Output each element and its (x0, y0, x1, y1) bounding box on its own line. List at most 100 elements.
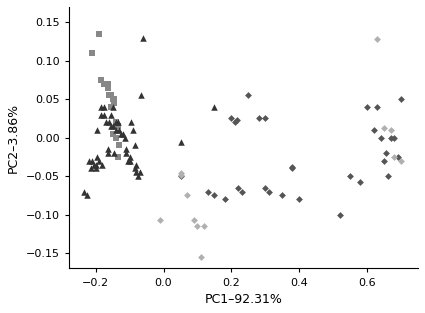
Point (347, 174, 354, 179)
Point (108, 93, 114, 98)
Point (94, 154, 101, 159)
Point (118, 131, 125, 136)
Point (114, 154, 121, 159)
Point (96, 31, 102, 36)
Point (116, 127, 123, 132)
Point (233, 117, 240, 122)
Point (374, 37, 381, 42)
Point (133, 170, 140, 175)
Point (104, 81, 111, 86)
Point (391, 154, 398, 159)
Point (198, 254, 204, 259)
Point (101, 81, 108, 86)
Point (123, 147, 130, 152)
Point (381, 158, 388, 163)
Point (87, 166, 94, 171)
Point (388, 127, 394, 132)
Point (184, 193, 191, 198)
Point (85, 158, 92, 163)
Point (255, 116, 262, 121)
Point (279, 193, 286, 198)
Point (211, 105, 218, 110)
Point (262, 116, 269, 121)
Point (113, 127, 119, 132)
Point (177, 139, 184, 144)
Point (96, 158, 102, 163)
Point (228, 116, 235, 121)
Point (374, 105, 381, 110)
Point (371, 127, 377, 132)
Point (157, 218, 164, 223)
Point (135, 174, 142, 179)
Point (111, 97, 118, 102)
Point (113, 120, 119, 125)
Point (102, 120, 109, 125)
Point (138, 93, 145, 98)
Point (337, 212, 343, 217)
Point (194, 224, 201, 229)
Point (211, 193, 218, 198)
Point (109, 124, 116, 129)
Point (131, 166, 138, 171)
Point (296, 197, 303, 202)
Point (89, 158, 96, 163)
Point (238, 189, 245, 194)
Point (398, 97, 405, 102)
Point (114, 124, 121, 129)
Point (108, 124, 114, 129)
Point (104, 85, 111, 90)
Point (177, 174, 184, 179)
Point (388, 135, 394, 140)
Point (177, 172, 184, 177)
Point (121, 135, 128, 140)
Point (101, 105, 108, 110)
Point (125, 158, 131, 163)
Point (91, 162, 97, 167)
Point (204, 189, 211, 194)
Point (191, 218, 198, 223)
Point (111, 151, 118, 156)
Point (357, 180, 364, 185)
Point (104, 151, 111, 156)
Point (108, 105, 114, 110)
Point (123, 151, 130, 156)
Point (265, 189, 272, 194)
Point (221, 197, 228, 202)
Point (80, 189, 87, 194)
Point (101, 112, 108, 117)
Point (97, 112, 104, 117)
Point (106, 120, 113, 125)
Point (97, 78, 104, 83)
Point (92, 166, 99, 171)
Point (116, 143, 123, 148)
Point (104, 147, 111, 152)
Point (245, 93, 252, 98)
Point (377, 135, 384, 140)
Point (119, 131, 126, 136)
Point (114, 120, 121, 125)
Point (96, 31, 102, 36)
Point (262, 185, 269, 190)
Point (289, 164, 296, 169)
Point (130, 127, 136, 132)
Point (94, 127, 101, 132)
Point (382, 151, 389, 156)
Point (391, 135, 398, 140)
Point (136, 170, 143, 175)
Point (97, 105, 104, 110)
Point (201, 224, 208, 229)
Point (109, 131, 116, 136)
Point (89, 51, 96, 56)
Point (113, 135, 119, 140)
Point (128, 120, 135, 125)
X-axis label: PC1–92.31%: PC1–92.31% (204, 293, 282, 306)
Point (92, 162, 99, 167)
Point (381, 125, 388, 130)
Point (108, 112, 114, 117)
Point (235, 185, 241, 190)
Point (99, 162, 106, 167)
Point (384, 174, 391, 179)
Point (109, 105, 116, 110)
Point (84, 193, 91, 198)
Point (398, 158, 405, 163)
